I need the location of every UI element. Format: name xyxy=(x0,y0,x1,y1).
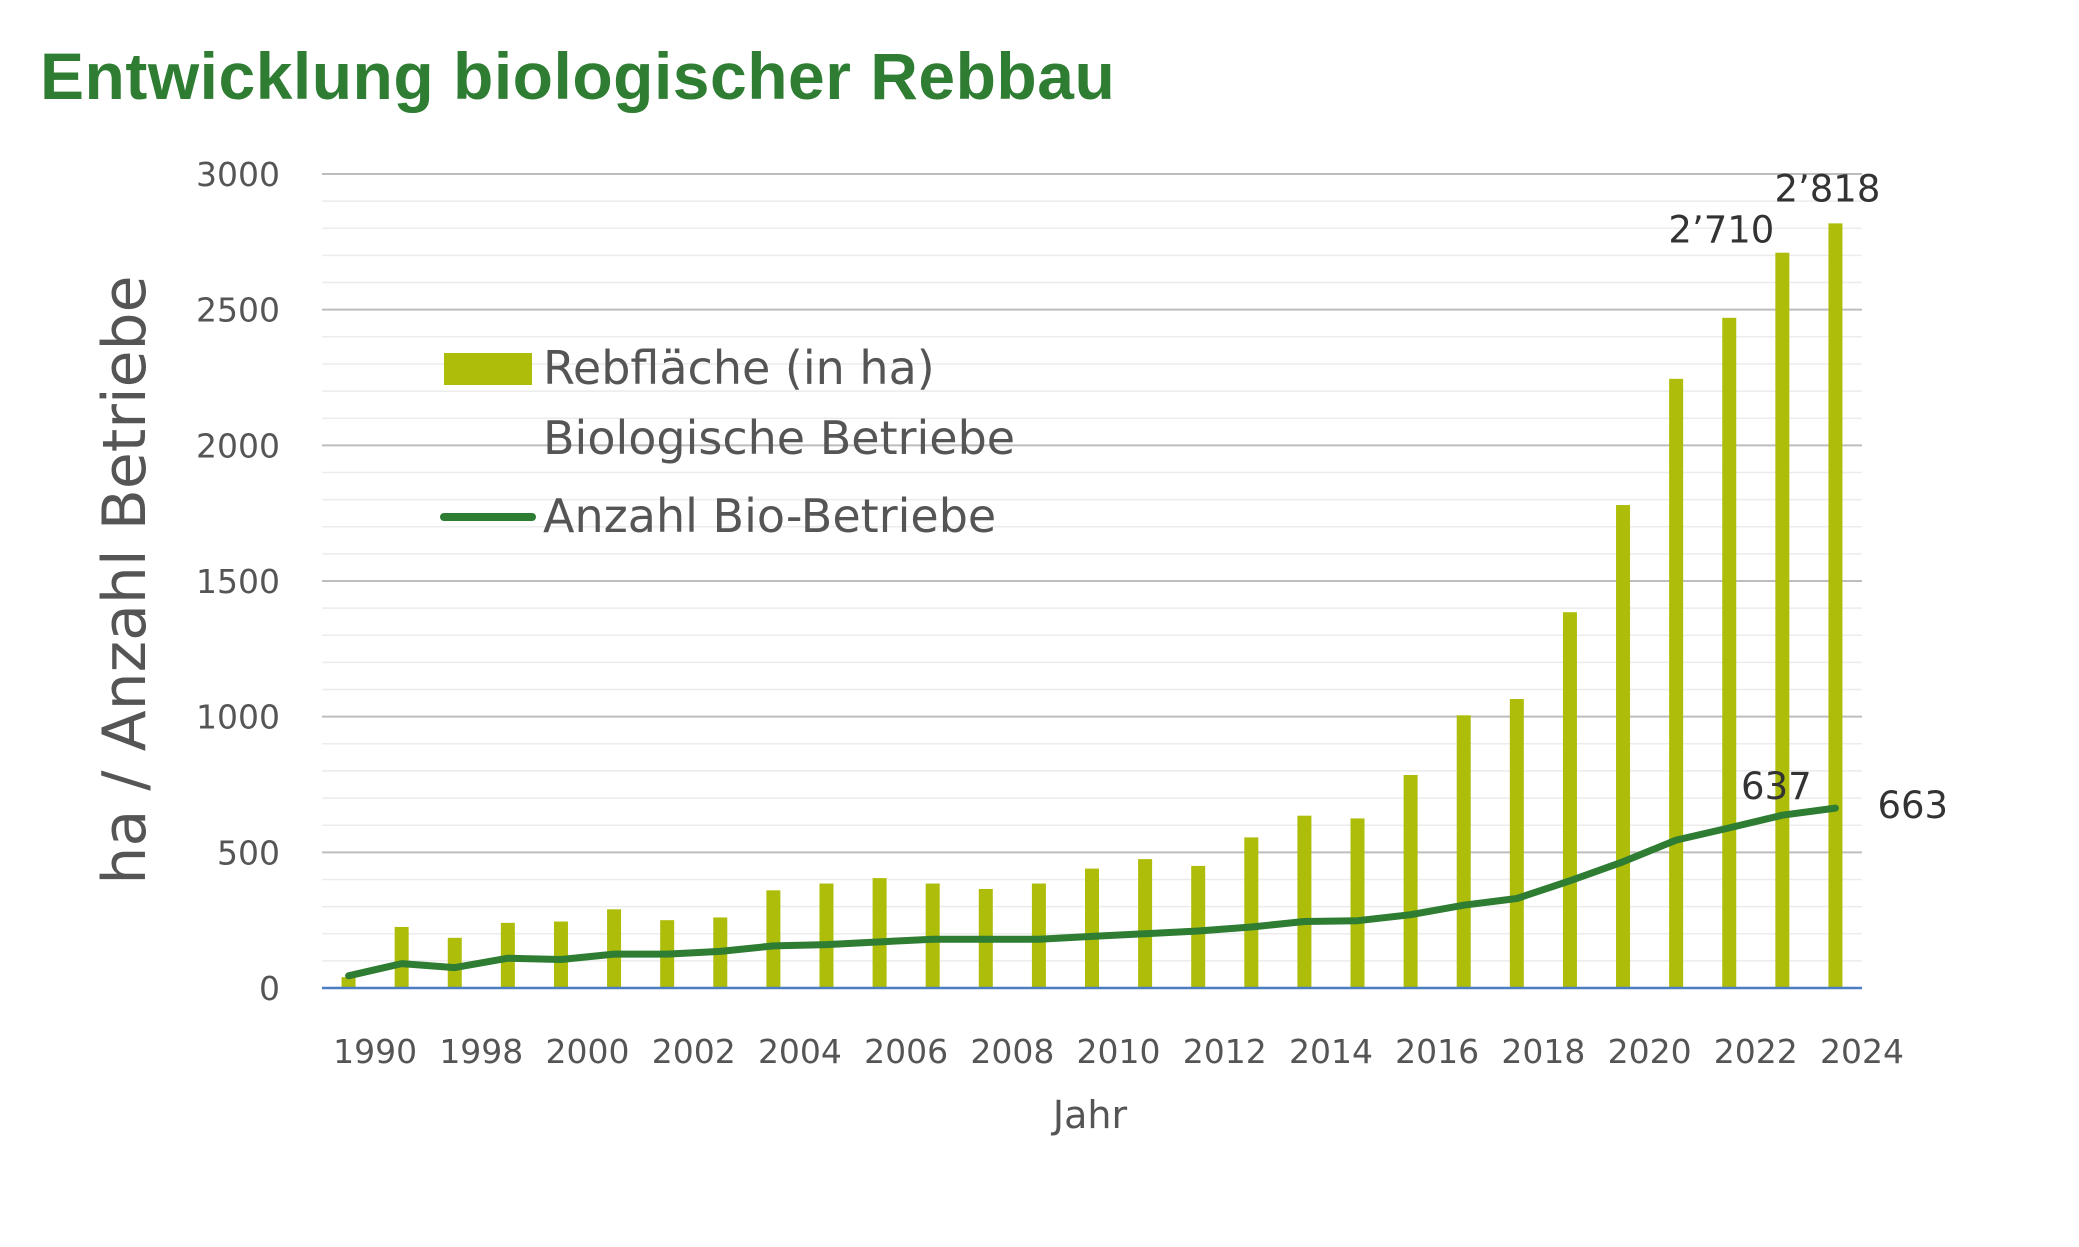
x-tick-label: 1990 xyxy=(333,1032,417,1071)
bar xyxy=(1669,378,1684,988)
x-tick-label: 2014 xyxy=(1289,1032,1373,1071)
legend-bar-swatch xyxy=(444,353,532,385)
legend-item-rebflaeche: Rebfläche (in ha) xyxy=(543,341,935,395)
y-tick-label: 0 xyxy=(259,969,280,1008)
data-label: 637 xyxy=(1741,765,1812,808)
x-tick-label: 1998 xyxy=(439,1032,523,1071)
bar xyxy=(1775,252,1790,989)
bar xyxy=(1244,837,1259,988)
legend: Rebfläche (in ha) Biologische Betriebe A… xyxy=(440,341,1015,543)
x-axis-label: Jahr xyxy=(1051,1093,1128,1137)
bar xyxy=(1456,715,1471,988)
bar xyxy=(1138,859,1153,988)
x-tick-label: 2008 xyxy=(970,1032,1054,1071)
legend-item-biologische-betriebe: Biologische Betriebe xyxy=(543,411,1015,465)
bar xyxy=(1562,612,1577,988)
x-tick-label: 2012 xyxy=(1183,1032,1267,1071)
x-tick-label: 2024 xyxy=(1820,1032,1904,1071)
x-tick-label: 2018 xyxy=(1501,1032,1585,1071)
y-tick-label: 3000 xyxy=(196,155,280,194)
bar xyxy=(1350,818,1365,988)
data-label: 663 xyxy=(1877,784,1948,827)
x-tick-label: 2016 xyxy=(1395,1032,1479,1071)
bar xyxy=(1616,505,1631,988)
bar-series xyxy=(341,223,1843,989)
y-tick-label: 2000 xyxy=(196,426,280,465)
y-tick-label: 2500 xyxy=(196,291,280,330)
x-tick-label: 2022 xyxy=(1714,1032,1798,1071)
grid-lines xyxy=(322,173,1862,962)
bar xyxy=(607,909,622,988)
x-tick-label: 2002 xyxy=(652,1032,736,1071)
x-tick-label: 2006 xyxy=(864,1032,948,1071)
x-tick-label: 2020 xyxy=(1608,1032,1692,1071)
x-tick-label: 2004 xyxy=(758,1032,842,1071)
bar xyxy=(1722,317,1737,989)
y-axis-label: ha / Anzahl Betriebe xyxy=(90,275,160,884)
y-tick-label: 1500 xyxy=(196,562,280,601)
x-axis-ticks: 1990 1998 2000 2002 2004 2006 2008 2010 2012 2014… xyxy=(333,1032,1904,1071)
bar xyxy=(1403,775,1418,988)
line-series-anzahl-bio-betriebe xyxy=(345,804,1839,980)
y-axis-ticks: 0 500 1000 1500 2000 2500 3000 xyxy=(196,155,280,1008)
bar xyxy=(447,937,462,988)
y-tick-label: 1000 xyxy=(196,698,280,737)
x-tick-label: 2000 xyxy=(546,1032,630,1071)
data-label: 2’710 xyxy=(1668,209,1774,252)
bar xyxy=(1297,815,1312,988)
bar xyxy=(394,926,409,988)
y-tick-label: 500 xyxy=(217,833,280,872)
legend-item-anzahl-bio-betriebe: Anzahl Bio-Betriebe xyxy=(543,489,996,543)
bar xyxy=(872,878,887,988)
bar xyxy=(1828,223,1843,988)
chart-title: Entwicklung biologischer Rebbau xyxy=(40,39,1116,113)
bar xyxy=(766,890,781,988)
x-tick-label: 2010 xyxy=(1077,1032,1161,1071)
bar xyxy=(1085,868,1099,988)
bar xyxy=(341,977,356,988)
bar xyxy=(819,883,834,988)
bar xyxy=(1509,699,1524,988)
data-label: 2’818 xyxy=(1774,167,1880,210)
bar xyxy=(1191,865,1206,988)
bar xyxy=(553,921,568,988)
